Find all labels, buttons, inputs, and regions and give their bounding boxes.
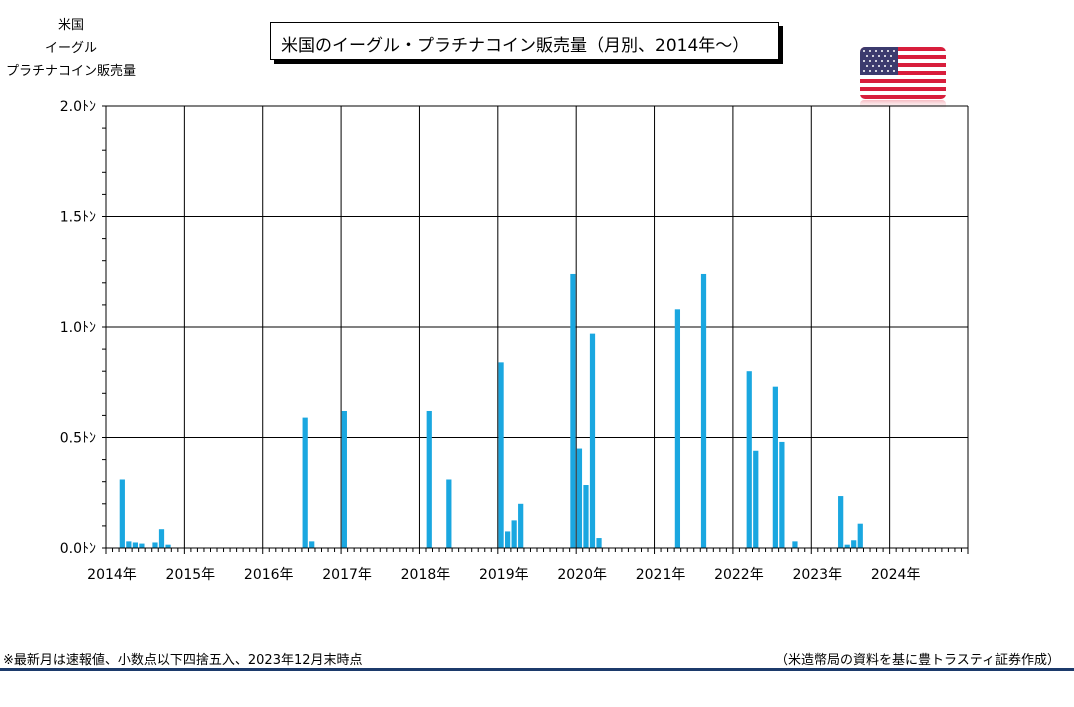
bar xyxy=(844,544,850,548)
x-tick-label: 2016年 xyxy=(244,567,294,583)
x-tick-label: 2019年 xyxy=(479,567,529,583)
y-axis-title: 米国 イーグル プラチナコイン販売量 xyxy=(0,14,142,83)
bar xyxy=(838,496,844,548)
bar xyxy=(518,503,524,548)
bar xyxy=(498,362,504,548)
x-tick-label: 2018年 xyxy=(401,567,451,583)
bar xyxy=(700,273,707,548)
x-tick-label: 2023年 xyxy=(792,567,842,583)
us-flag-graphic xyxy=(860,47,946,111)
bar xyxy=(576,448,583,548)
bar xyxy=(426,410,432,548)
bar xyxy=(589,333,596,548)
x-tick-label: 2020年 xyxy=(557,567,607,583)
y-axis-title-line-2: イーグル xyxy=(44,41,97,56)
source-note: （米造幣局の資料を基に豊トラスティ証券作成） xyxy=(775,653,1060,668)
bar xyxy=(309,541,315,548)
bar xyxy=(132,542,138,548)
bar xyxy=(753,450,759,548)
chart-grid xyxy=(105,105,969,549)
y-tick-label: 1.0ﾄﾝ xyxy=(60,320,96,336)
bar xyxy=(446,479,452,548)
bar xyxy=(158,529,165,548)
bar xyxy=(772,386,778,548)
bar xyxy=(341,410,347,548)
x-tick-label: 2021年 xyxy=(636,567,686,583)
us-flag-icon xyxy=(860,47,946,111)
chart-title-box: 米国のイーグル・プラチナコイン販売量（月別、2014年～） xyxy=(270,22,779,60)
footnote: ※最新月は速報値、小数点以下四捨五入、2023年12月末時点 xyxy=(3,653,363,668)
x-tick-label: 2022年 xyxy=(714,567,764,583)
bar xyxy=(746,371,752,548)
chart-bars xyxy=(119,273,863,548)
bar xyxy=(857,523,863,548)
y-axis-title-line-3: プラチナコイン販売量 xyxy=(5,64,136,79)
bar xyxy=(152,542,158,548)
y-tick-label: 2.0ﾄﾝ xyxy=(60,99,96,115)
bar xyxy=(165,544,171,548)
bottom-rule xyxy=(0,668,1074,671)
bar xyxy=(779,441,785,548)
bar xyxy=(583,485,589,548)
chart-title: 米国のイーグル・プラチナコイン販売量（月別、2014年～） xyxy=(281,36,750,56)
chart-tick-labels: 0.0ﾄﾝ 0.5ﾄﾝ 1.0ﾄﾝ 1.5ﾄﾝ 2.0ﾄﾝ 2014年 2015年 2016年… xyxy=(60,99,921,583)
bar xyxy=(302,417,308,548)
y-tick-label: 0.5ﾄﾝ xyxy=(60,431,96,447)
bar xyxy=(126,541,132,548)
y-axis-title-line-1: 米国 xyxy=(57,18,84,33)
bar xyxy=(139,543,145,548)
chart-axes xyxy=(102,105,969,554)
bar xyxy=(505,531,511,548)
x-tick-label: 2015年 xyxy=(166,567,216,583)
y-tick-label: 0.0ﾄﾝ xyxy=(60,541,96,557)
bar xyxy=(792,541,798,548)
bar xyxy=(674,309,681,548)
bar xyxy=(511,520,517,548)
bar xyxy=(119,479,125,548)
x-tick-label: 2017年 xyxy=(322,567,372,583)
x-tick-label: 2024年 xyxy=(871,567,921,583)
y-tick-label: 1.5ﾄﾝ xyxy=(60,210,96,226)
x-tick-label: 2014年 xyxy=(87,567,137,583)
bar xyxy=(596,538,602,548)
bar xyxy=(851,540,857,548)
bar xyxy=(570,273,576,548)
